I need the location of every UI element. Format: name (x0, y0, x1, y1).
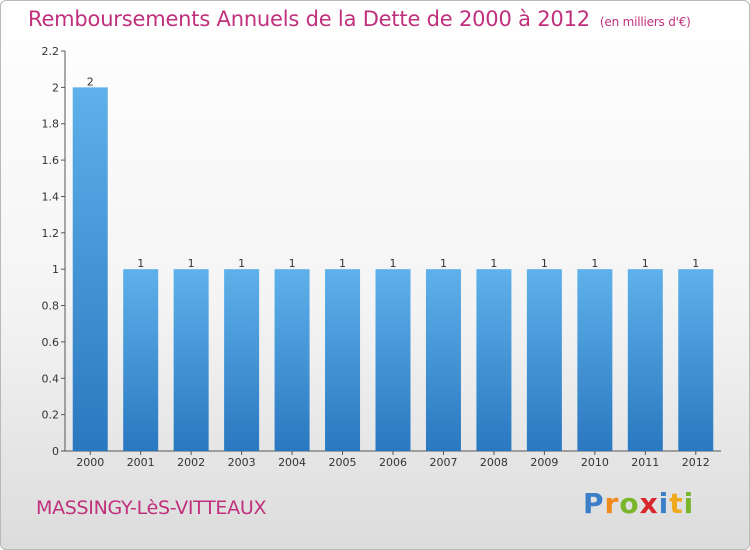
y-tick-label: 0.6 (42, 336, 60, 349)
x-tick-label: 2004 (278, 456, 306, 469)
data-label: 1 (440, 257, 447, 270)
data-label: 1 (390, 257, 397, 270)
y-tick-label: 1.8 (42, 118, 60, 131)
bar (325, 269, 361, 451)
proxiti-logo: Proxiti (583, 487, 695, 520)
data-label: 1 (692, 257, 699, 270)
data-label: 1 (137, 257, 144, 270)
unit-label: (en milliers d'€) (599, 15, 691, 29)
bar (224, 269, 260, 451)
data-label: 1 (541, 257, 548, 270)
y-tick-label: 0 (52, 445, 59, 458)
y-tick-label: 2.2 (42, 45, 60, 58)
bar (476, 269, 512, 451)
bar (375, 269, 411, 451)
x-tick-label: 2011 (631, 456, 659, 469)
data-label: 1 (289, 257, 296, 270)
data-label: 1 (339, 257, 346, 270)
x-tick-label: 2008 (480, 456, 508, 469)
x-tick-label: 2012 (682, 456, 710, 469)
chart-title-text: Remboursements Annuels de la Dette de 20… (28, 7, 590, 31)
x-tick-label: 2001 (127, 456, 155, 469)
bar (526, 269, 562, 451)
data-label: 1 (490, 257, 497, 270)
data-label: 1 (238, 257, 245, 270)
x-tick-label: 2007 (429, 456, 457, 469)
data-label: 1 (591, 257, 598, 270)
y-tick-label: 2 (52, 81, 59, 94)
bar (72, 87, 108, 451)
x-tick-label: 2005 (329, 456, 357, 469)
y-tick-label: 0.8 (42, 300, 60, 313)
bar (425, 269, 461, 451)
data-label: 2 (87, 75, 94, 88)
x-tick-label: 2009 (530, 456, 558, 469)
commune-name: MASSINGY-LèS-VITTEAUX (36, 497, 267, 519)
x-tick-label: 2010 (581, 456, 609, 469)
bar (577, 269, 613, 451)
data-label: 1 (188, 257, 195, 270)
bar (274, 269, 310, 451)
bar (678, 269, 714, 451)
x-tick-label: 2002 (177, 456, 205, 469)
bar (123, 269, 159, 451)
y-tick-label: 1 (52, 263, 59, 276)
bar (627, 269, 663, 451)
bar (173, 269, 209, 451)
data-label: 1 (642, 257, 649, 270)
y-tick-label: 1.2 (42, 227, 60, 240)
x-tick-label: 2006 (379, 456, 407, 469)
y-tick-label: 1.6 (42, 154, 60, 167)
x-tick-label: 2000 (76, 456, 104, 469)
y-tick-label: 0.2 (42, 409, 60, 422)
y-tick-label: 1.4 (42, 190, 60, 203)
chart-title: Remboursements Annuels de la Dette de 20… (28, 7, 691, 31)
y-tick-label: 0.4 (42, 372, 60, 385)
x-tick-label: 2003 (228, 456, 256, 469)
